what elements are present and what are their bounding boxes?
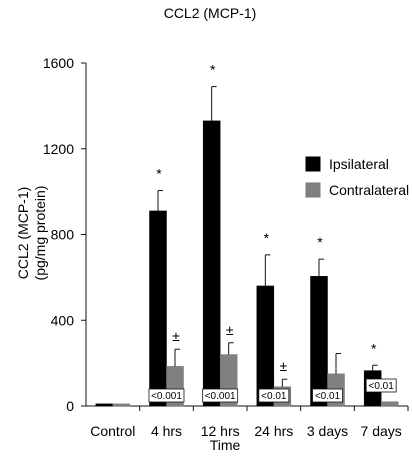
y-tick-label: 0 bbox=[66, 398, 74, 414]
contralateral-significance-marker: ± bbox=[279, 358, 287, 374]
ipsilateral-bar bbox=[256, 285, 275, 407]
p-value-label: <0.01 bbox=[315, 391, 341, 402]
ipsilateral-bar bbox=[202, 120, 221, 407]
ipsilateral-significance-marker: * bbox=[317, 234, 323, 250]
ipsilateral-significance-marker: * bbox=[156, 166, 162, 182]
p-value-box bbox=[202, 388, 239, 403]
y-tick-label: 1600 bbox=[43, 55, 74, 71]
contralateral-significance-marker: ± bbox=[172, 328, 180, 344]
ipsilateral-bar bbox=[95, 403, 114, 407]
p-value-label: <0.001 bbox=[205, 391, 236, 402]
p-value-box bbox=[312, 388, 343, 403]
x-tick-label: Control bbox=[90, 423, 135, 439]
y-axis-title-line-2: (pg/mg protein) bbox=[32, 186, 48, 281]
legend: Ipsilateral Contralateral bbox=[305, 156, 409, 198]
ipsilateral-bar bbox=[149, 210, 167, 407]
y-tick-label: 400 bbox=[51, 312, 75, 328]
chart-title: CCL2 (MCP-1) bbox=[164, 5, 257, 21]
y-axis-title-line-1: CCL2 (MCP-1) bbox=[15, 187, 31, 280]
x-tick-label: 4 hrs bbox=[151, 423, 182, 439]
x-tick-label: 24 hrs bbox=[254, 423, 293, 439]
contralateral-bar bbox=[380, 401, 399, 407]
x-axis-title: Time bbox=[210, 437, 241, 453]
ipsilateral-bar bbox=[310, 276, 328, 407]
plot-layer: 0 400 800 1200 1600 Control 4 hrs * ± <0.001 12 hr… bbox=[43, 55, 409, 439]
legend-label-contralateral: Contralateral bbox=[329, 182, 409, 198]
ipsilateral-significance-marker: * bbox=[371, 340, 377, 356]
ipsilateral-significance-marker: * bbox=[264, 230, 270, 246]
p-value-box bbox=[148, 388, 185, 403]
p-value-label: <0.01 bbox=[369, 381, 395, 392]
p-value-box bbox=[365, 378, 397, 393]
y-tick-label: 800 bbox=[51, 227, 75, 243]
contralateral-significance-marker: ± bbox=[226, 322, 234, 338]
p-value-label: <0.01 bbox=[261, 391, 287, 402]
legend-swatch-contralateral bbox=[305, 182, 321, 198]
x-tick-label: 3 days bbox=[307, 423, 348, 439]
p-value-label: <0.001 bbox=[151, 391, 182, 402]
x-tick-label: 7 days bbox=[361, 423, 402, 439]
p-value-box bbox=[258, 388, 290, 403]
y-tick-label: 1200 bbox=[43, 141, 74, 157]
ipsilateral-significance-marker: * bbox=[210, 62, 216, 78]
x-tick-label: 12 hrs bbox=[201, 423, 240, 439]
contralateral-bar bbox=[112, 403, 131, 407]
legend-label-ipsilateral: Ipsilateral bbox=[329, 156, 389, 172]
y-axis-title: CCL2 (MCP-1) (pg/mg protein) bbox=[15, 186, 48, 281]
legend-swatch-ipsilateral bbox=[305, 156, 321, 172]
